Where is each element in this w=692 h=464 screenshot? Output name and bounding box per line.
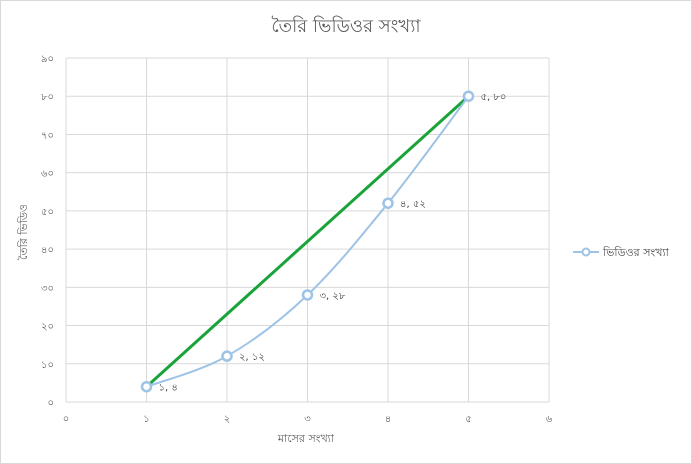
x-tick-label: ৬ [546,414,553,425]
data-point [221,350,233,362]
y-tick-label: ৬০ [41,169,54,180]
tick-labels: ০ ১০ ২০ ৩০ ৪০ ৫০ ৬০ ৭০ ৮০ ৯০ ০ ১ ২ ৩ ৪ ৫ ৬ [41,54,553,425]
chart-title: তৈরি ভিডিওর সংখ্যা [271,16,421,37]
x-tick-label: ৩ [304,414,311,425]
trendline [145,94,470,389]
x-tick-label: ৪ [385,414,392,425]
data-point [140,380,153,393]
grid [65,57,550,403]
y-tick-label: ৪০ [41,245,54,256]
data-point [382,197,394,209]
data-point [301,289,314,301]
x-axis-title: মাসের সংখ্যা [277,432,335,445]
y-tick-label: ১০ [41,360,54,371]
data-label: ৩, ২৮ [320,291,346,302]
x-tick-label: ২ [224,414,231,425]
data-label: ৪, ৫২ [400,199,426,210]
data-labels: ১, ৪ ২, ১২ ৩, ২৮ ৪, ৫২ ৫, ৮০ [159,92,507,393]
x-tick-label: ৫ [465,414,472,425]
x-tick-label: ০ [63,414,70,425]
data-label: ২, ১২ [239,352,265,363]
y-axis-title: তৈরি ভিডিও [17,204,30,260]
data-point [462,90,475,102]
y-tick-label: ৮০ [41,92,54,103]
series-group [140,90,475,393]
y-tick-label: ৫০ [41,207,54,218]
legend-marker-icon [581,247,591,257]
y-tick-label: ২০ [41,322,54,333]
y-tick-label: ৩০ [41,283,54,294]
legend-label: ভিডিওর সংখ্যা [602,246,670,259]
trendline-group [145,94,470,389]
legend: ভিডিওর সংখ্যা [573,246,670,259]
data-label: ৫, ৮০ [481,92,507,103]
y-tick-label: ০ [47,398,54,409]
y-tick-label: ৭০ [41,130,54,141]
data-label: ১, ৪ [159,383,178,394]
x-tick-label: ১ [143,414,150,425]
y-tick-label: ৯০ [41,54,54,65]
